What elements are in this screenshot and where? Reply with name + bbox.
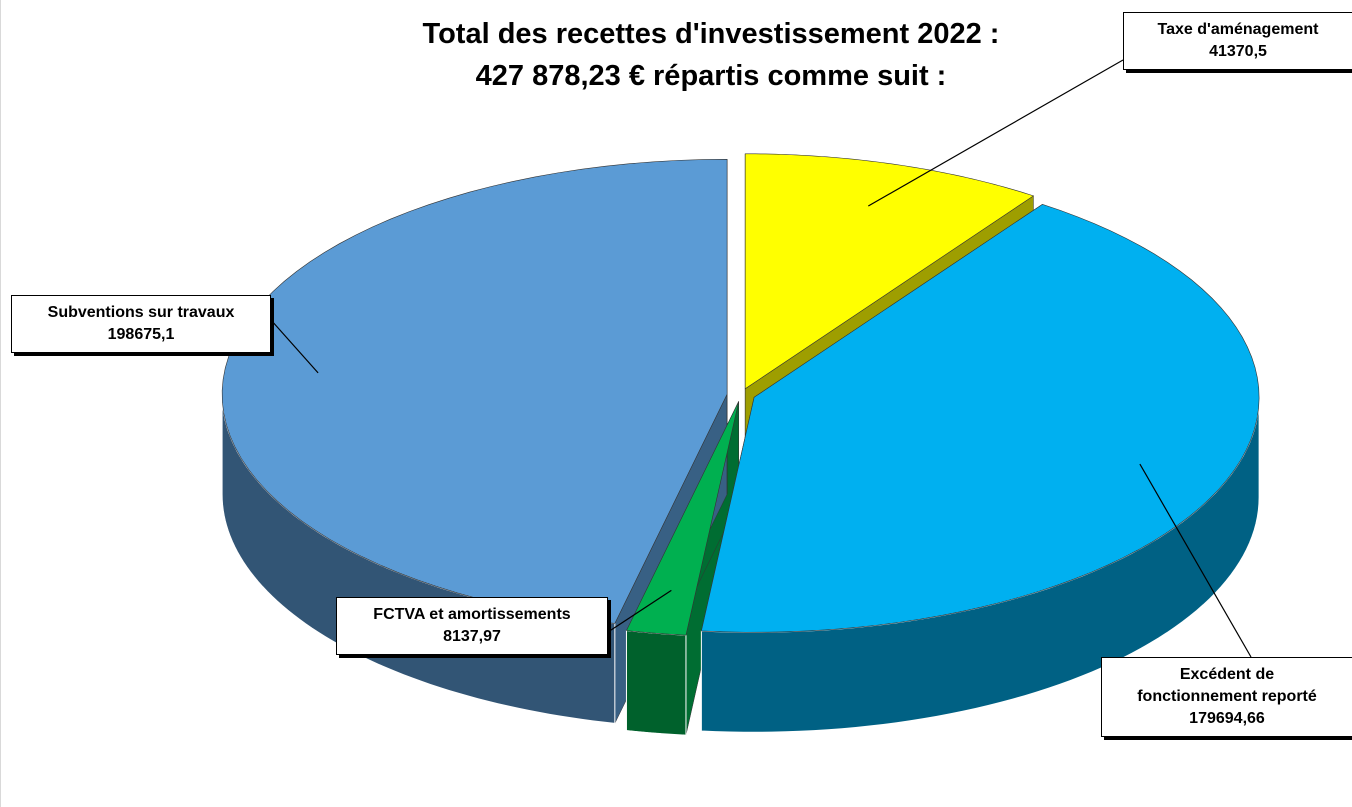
label-value: 179694,66	[1189, 710, 1265, 727]
label-category: Excédent de fonctionnement reporté	[1137, 666, 1317, 705]
leader-line	[607, 589, 672, 633]
label-value: 41370,5	[1209, 43, 1267, 60]
data-label: Subventions sur travaux 198675,1	[11, 295, 271, 353]
label-category: FCTVA et amortissements	[373, 606, 571, 623]
chart-subtitle: 427 878,23 € répartis comme suit :	[475, 60, 947, 92]
label-category: Taxe d'aménagement	[1157, 21, 1319, 38]
pie-slice	[744, 153, 1035, 390]
pie-slice	[626, 401, 740, 636]
data-label: Excédent de fonctionnement reporté 179694…	[1101, 657, 1352, 737]
data-label: FCTVA et amortissements 8137,97	[336, 597, 608, 655]
pie-slice	[701, 203, 1260, 633]
chart-title: Total des recettes d'investissement 2022…	[422, 18, 1000, 50]
leader-line	[270, 319, 319, 374]
leader-line	[1139, 463, 1252, 658]
label-value: 198675,1	[107, 326, 175, 343]
slice-side	[625, 629, 687, 736]
label-category: Subventions sur travaux	[47, 304, 235, 321]
leader-line	[867, 59, 1124, 207]
data-label: Taxe d'aménagement 41370,5	[1123, 12, 1352, 70]
label-value: 8137,97	[443, 628, 501, 645]
pie-slice	[221, 158, 728, 624]
